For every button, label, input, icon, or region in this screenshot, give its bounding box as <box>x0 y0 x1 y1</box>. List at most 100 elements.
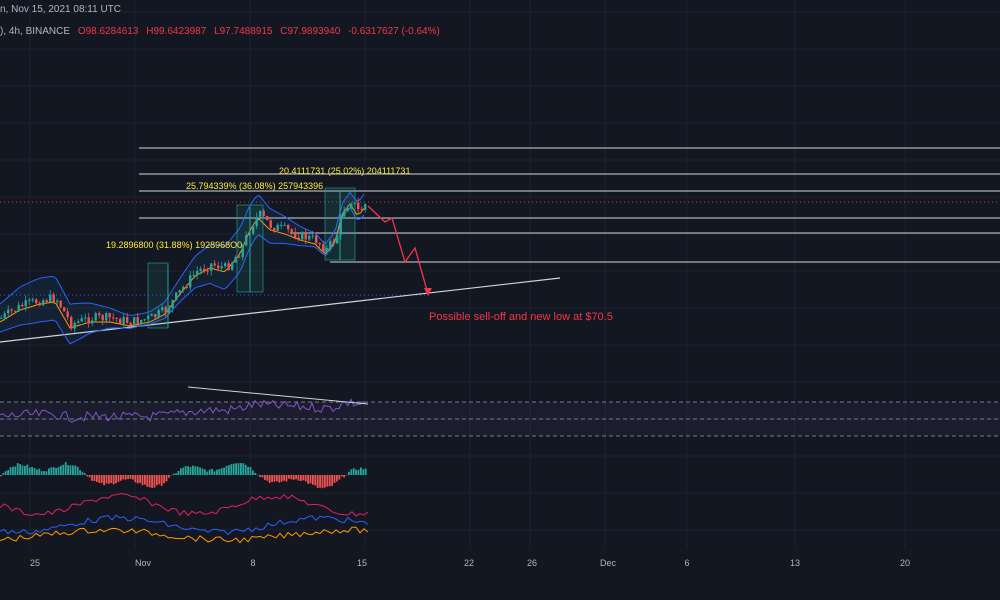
trendline[interactable] <box>0 277 561 343</box>
histogram-bar <box>21 465 24 475</box>
candle-body <box>185 286 188 288</box>
histogram-bar <box>16 463 19 475</box>
histogram-bar <box>86 475 89 477</box>
histogram-bar <box>67 465 69 475</box>
histogram-bar <box>156 475 158 486</box>
candle-body <box>266 216 269 221</box>
histogram-bar <box>232 463 235 475</box>
candle-body <box>129 322 132 326</box>
candle-body <box>304 232 307 240</box>
histogram-bar <box>254 472 257 475</box>
candle-body <box>227 263 230 270</box>
histogram-bar <box>139 475 141 483</box>
histogram-bar <box>242 463 245 475</box>
histogram-bar <box>345 475 348 476</box>
candle-body <box>196 271 199 275</box>
candle-body <box>164 307 167 313</box>
candle-body <box>175 292 178 300</box>
histogram-bar <box>129 475 132 479</box>
rsi-pane <box>0 386 1000 437</box>
histogram-bar <box>45 471 48 475</box>
candle-body <box>339 216 342 236</box>
histogram-bar <box>307 475 309 484</box>
histogram-bar <box>259 475 261 478</box>
candle-body <box>346 208 349 212</box>
measure-tools[interactable] <box>147 187 356 329</box>
x-tick-label: Dec <box>600 558 617 568</box>
candle-body <box>189 275 192 288</box>
histogram-bar <box>76 466 79 475</box>
histogram-bar <box>2 472 5 475</box>
candle-body <box>238 256 241 258</box>
histogram-bar <box>357 469 360 475</box>
header-timestamp: n, Nov 15, 2021 08:11 UTC <box>0 4 121 15</box>
bb-upper <box>0 191 365 316</box>
moving-average <box>0 203 365 329</box>
histogram-bar <box>321 475 324 489</box>
histogram-bar <box>194 466 197 475</box>
histogram-bar <box>48 468 50 475</box>
candle-body <box>287 224 290 230</box>
candle-body <box>21 304 24 307</box>
histogram-bar <box>300 475 302 482</box>
histogram-bar <box>72 465 74 475</box>
candle-body <box>231 262 234 270</box>
histogram-bar <box>177 471 180 475</box>
histogram-bar <box>69 465 72 475</box>
histogram-bar <box>213 471 216 475</box>
ohlc-legend[interactable]: ), 4h, BINANCE O98.6284613 H99.6423987 L… <box>0 26 445 37</box>
histogram-bar <box>180 468 182 475</box>
histogram-bar <box>340 475 343 477</box>
histogram-bar <box>151 475 153 488</box>
projection-path[interactable] <box>367 205 432 296</box>
histogram-bar <box>204 469 206 475</box>
histogram-bar <box>127 475 129 480</box>
candle-body <box>283 224 286 226</box>
histogram-bar <box>218 469 221 475</box>
histogram-bar <box>240 463 242 475</box>
histogram-bar <box>146 475 149 487</box>
histogram-bar <box>62 464 65 475</box>
histogram-bar <box>362 469 365 475</box>
horizontal-levels[interactable] <box>0 147 1000 296</box>
histogram-bar <box>208 469 211 475</box>
x-tick-label: 13 <box>790 558 800 568</box>
histogram-bar <box>28 467 31 475</box>
candle-body <box>178 290 181 293</box>
candle-body <box>161 307 164 311</box>
candle-body <box>360 208 363 211</box>
histogram-bar <box>64 462 67 475</box>
histogram-bar <box>316 475 319 488</box>
histogram-bar <box>79 470 81 475</box>
candle-body <box>150 314 153 316</box>
candle-body <box>252 226 255 234</box>
histogram-bar <box>196 466 199 475</box>
candle-body <box>350 203 353 209</box>
histogram-bar <box>134 475 137 483</box>
candle-body <box>168 308 171 313</box>
candle-body <box>280 224 283 226</box>
candle-body <box>308 235 311 240</box>
histogram-bar <box>211 468 213 475</box>
histogram-bar <box>103 475 105 486</box>
histogram-bar <box>115 475 117 484</box>
histogram-bar <box>60 465 62 475</box>
dmi-pane <box>0 493 369 544</box>
histogram-bar <box>201 468 204 475</box>
candle-body <box>217 265 220 269</box>
histogram-bar <box>302 475 305 481</box>
low-value: L97.7488915 <box>214 26 273 37</box>
histogram-bar <box>280 475 283 482</box>
candle-body <box>325 247 328 252</box>
candle-body <box>315 235 318 243</box>
histogram-bar <box>189 466 192 475</box>
histogram-bar <box>117 475 120 482</box>
time-axis: 25 Nov 8 15 22 26 Dec 6 13 20 <box>30 558 910 568</box>
histogram-bar <box>220 468 223 475</box>
histogram-bar <box>309 475 312 484</box>
histogram-bar <box>40 471 43 475</box>
symbol-info: ), 4h, BINANCE <box>0 26 71 37</box>
histogram-bar <box>163 475 165 484</box>
